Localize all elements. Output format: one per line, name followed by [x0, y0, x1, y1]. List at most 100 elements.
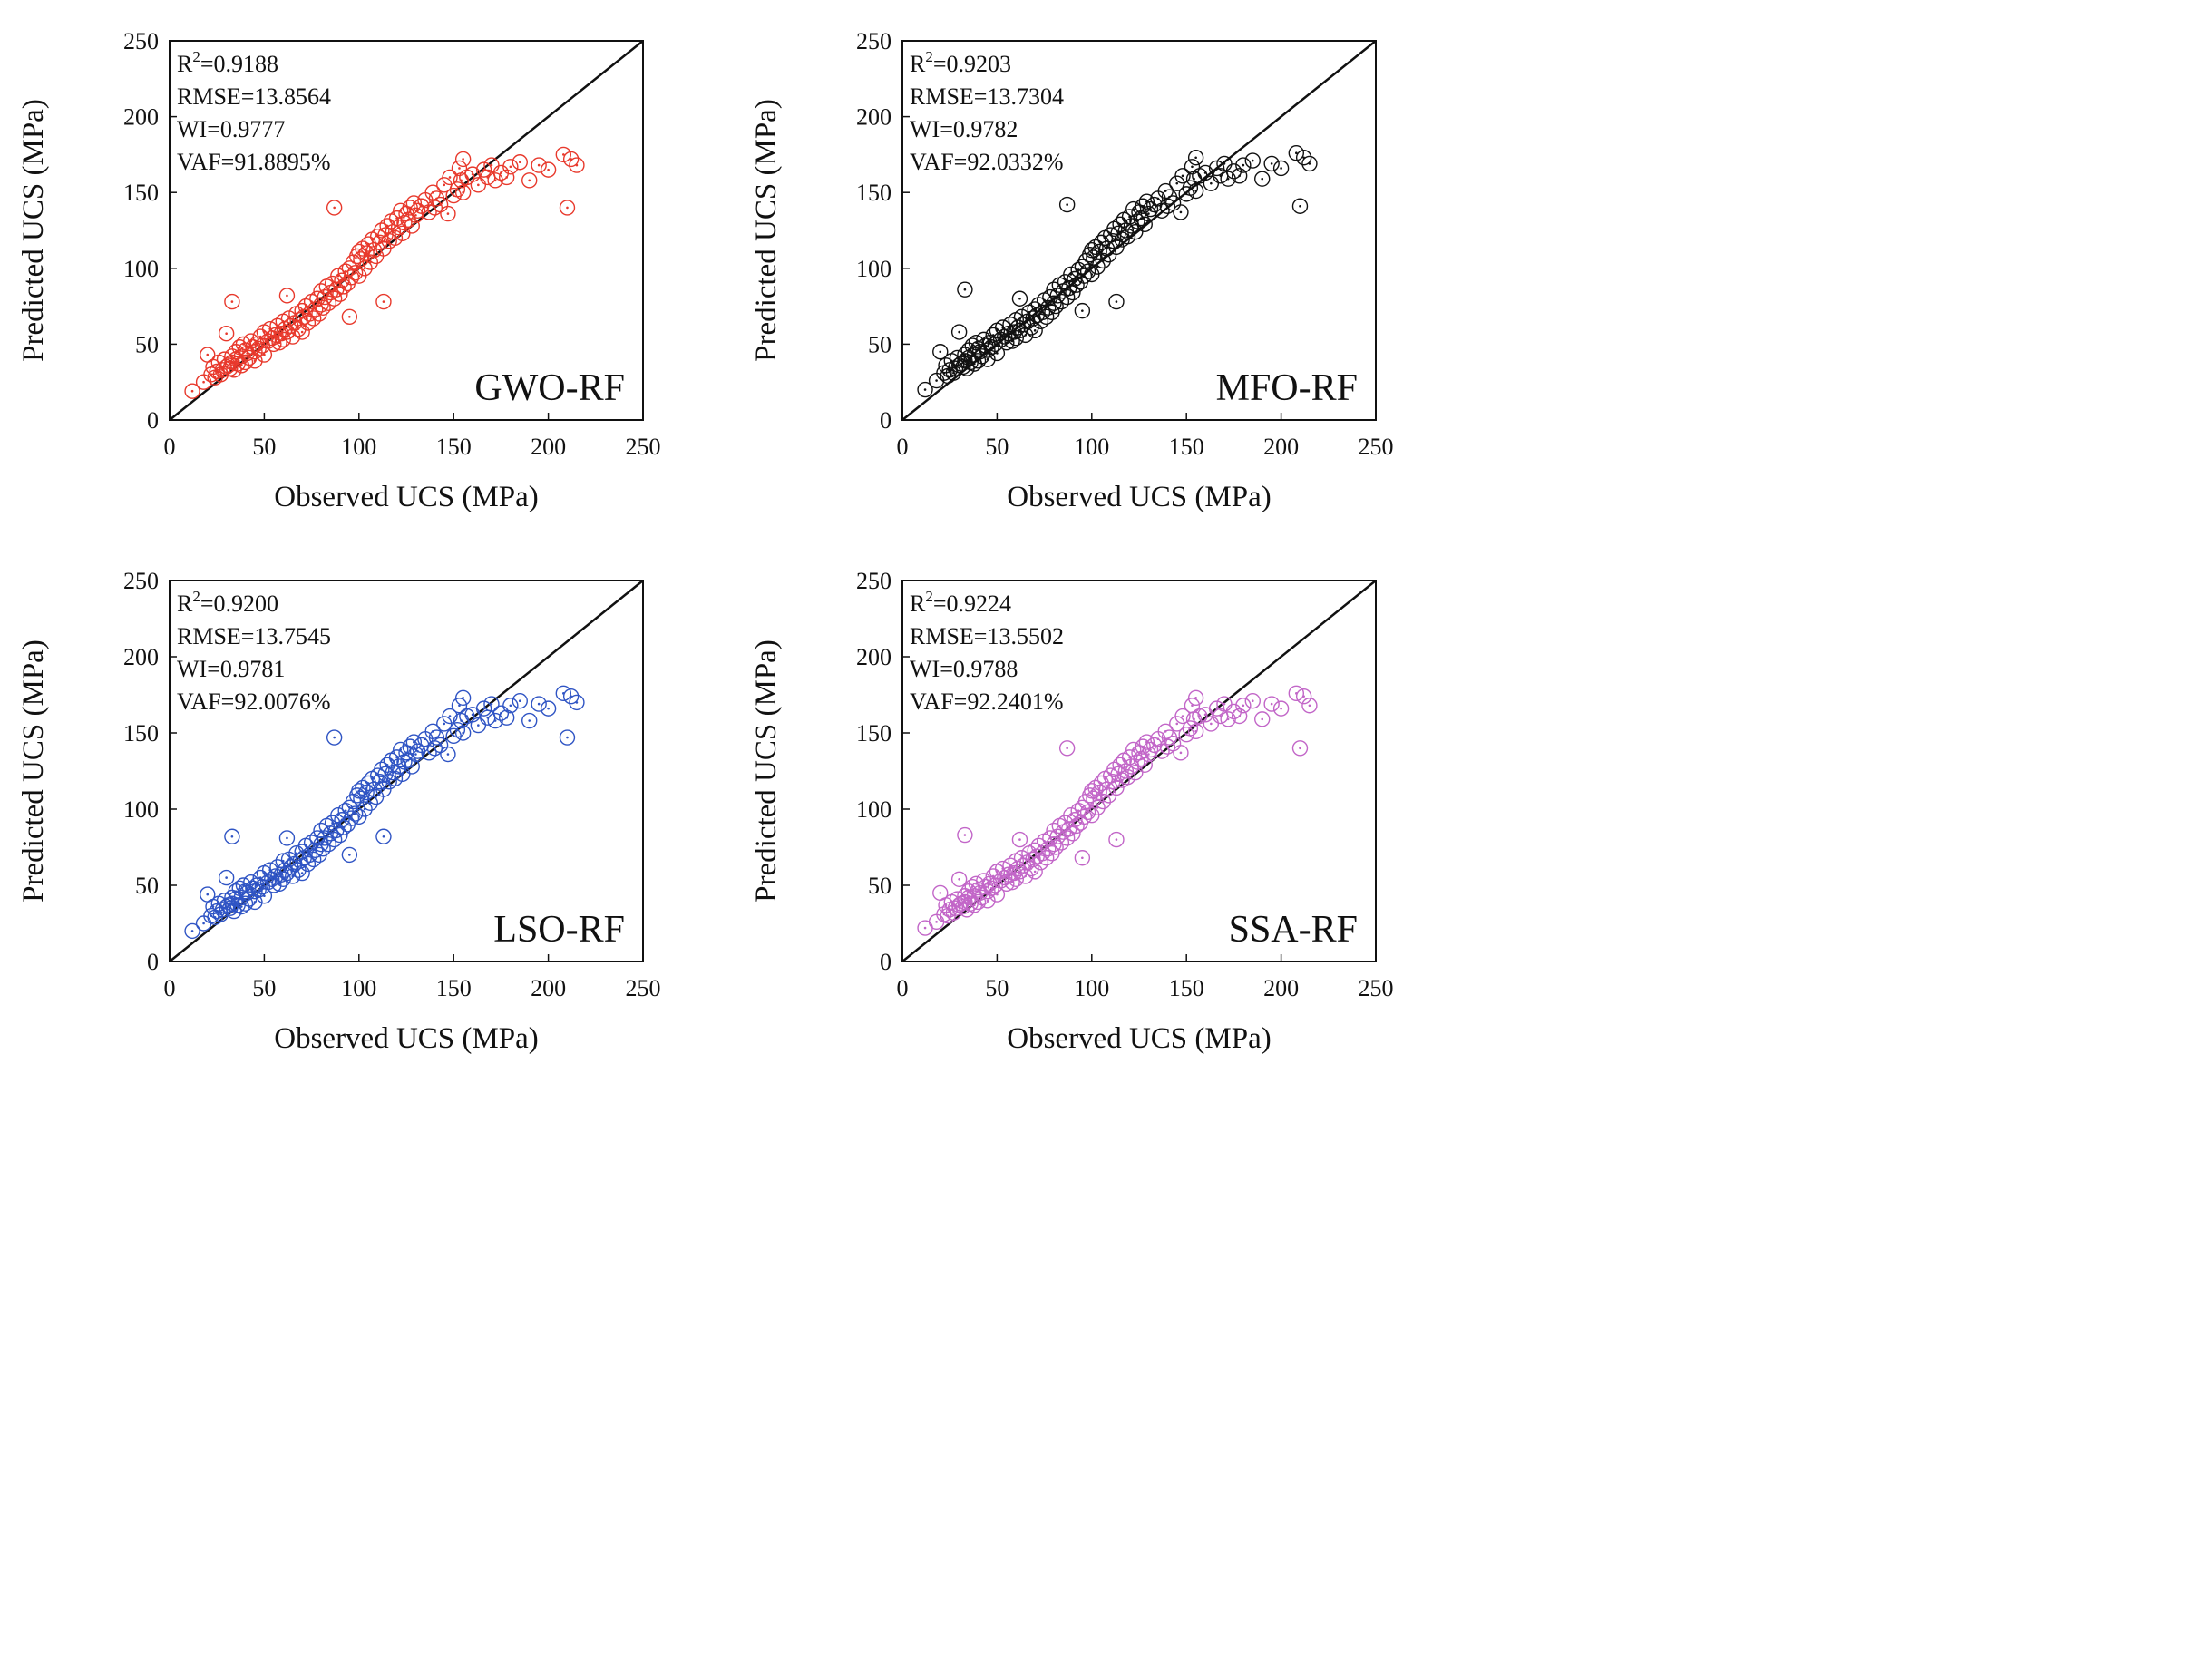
data-point	[979, 893, 996, 909]
data-point-center	[348, 316, 351, 318]
data-point-ring	[1038, 850, 1055, 866]
x-axis-title: Observed UCS (MPa)	[1007, 481, 1271, 513]
data-point-ring	[250, 882, 267, 898]
data-point-ring	[250, 340, 267, 357]
data-point-center	[1156, 197, 1160, 200]
data-point-ring	[313, 822, 329, 839]
data-point-ring	[932, 344, 949, 360]
data-point-center	[190, 930, 194, 932]
data-point-center	[935, 379, 938, 382]
data-point-ring	[1027, 864, 1043, 880]
stat-r2-prefix: R	[177, 51, 193, 77]
data-point-center	[490, 702, 493, 706]
data-point-center	[939, 350, 942, 354]
stat-r2: R2=0.9188	[177, 48, 278, 77]
data-point-ring	[1197, 164, 1213, 181]
data-point-ring	[1093, 775, 1109, 792]
data-point-center	[382, 787, 385, 791]
data-point-ring	[451, 698, 468, 714]
stat-rmse: RMSE=13.7304	[910, 83, 1064, 110]
data-point-ring	[362, 254, 379, 270]
stat-r2-value: =0.9203	[933, 51, 1011, 77]
data-point-ring	[1008, 871, 1024, 887]
data-point-ring	[1040, 299, 1057, 316]
data-point-ring	[1235, 698, 1252, 714]
data-point	[498, 709, 515, 726]
data-point-center	[230, 300, 234, 303]
data-point-center	[996, 352, 999, 355]
data-point	[454, 184, 472, 200]
y-tick-label: 250	[123, 28, 159, 54]
data-point-center	[547, 707, 550, 710]
data-point	[1291, 198, 1309, 214]
y-tick-label: 0	[147, 949, 159, 975]
y-tick-label: 0	[880, 949, 892, 975]
data-point-ring	[454, 689, 472, 707]
data-point	[502, 159, 519, 175]
data-point	[950, 324, 968, 340]
data-point-ring	[351, 783, 367, 799]
stat-r2-prefix: R	[910, 51, 926, 77]
stat-r2-prefix: R	[910, 591, 926, 617]
data-point-center	[509, 704, 512, 708]
data-point	[266, 877, 282, 893]
data-point-ring	[1119, 769, 1136, 786]
data-point-ring	[358, 784, 375, 801]
data-point-ring	[464, 166, 481, 182]
data-point-ring	[1089, 799, 1106, 816]
data-point	[502, 698, 519, 714]
data-point	[271, 335, 287, 351]
data-point-center	[414, 753, 417, 756]
data-point-ring	[1002, 316, 1018, 333]
data-point-ring	[1048, 298, 1064, 315]
data-point	[1011, 290, 1028, 307]
data-point-ring	[1076, 268, 1093, 284]
data-point-center	[935, 921, 938, 923]
data-point-center	[1010, 339, 1014, 343]
data-point-ring	[285, 868, 301, 884]
data-point-center	[458, 167, 461, 170]
data-point-ring	[266, 336, 282, 353]
data-point-ring	[1301, 155, 1318, 172]
data-point-center	[1029, 867, 1033, 870]
stat-wi: WI=0.9781	[177, 656, 285, 682]
data-point-center	[1198, 715, 1202, 717]
data-point	[999, 335, 1015, 351]
data-point-ring	[421, 204, 437, 220]
data-point-ring	[1295, 688, 1312, 705]
data-point-center	[505, 716, 508, 719]
data-point-center	[984, 344, 988, 347]
data-point-ring	[326, 200, 343, 216]
data-point-ring	[1106, 220, 1123, 238]
y-tick-label: 100	[123, 256, 159, 282]
data-point-ring	[1235, 157, 1252, 173]
data-point	[341, 846, 358, 864]
data-point-center	[973, 903, 976, 907]
data-point	[454, 725, 472, 741]
data-point-center	[462, 697, 464, 699]
x-tick-label: 0	[897, 975, 909, 1001]
data-point-ring	[1288, 685, 1305, 702]
data-point-ring	[498, 709, 515, 726]
data-point-ring	[1093, 234, 1109, 251]
data-point-ring	[307, 301, 324, 317]
data-point-center	[984, 885, 988, 888]
data-point-ring	[1119, 228, 1136, 245]
data-point-ring	[332, 826, 348, 844]
data-point-center	[1088, 253, 1092, 257]
data-point	[294, 864, 310, 882]
data-point-ring	[502, 159, 519, 175]
data-point-ring	[271, 335, 287, 351]
x-tick-label: 50	[252, 434, 276, 460]
data-point-center	[333, 206, 336, 210]
data-point-center	[251, 887, 255, 890]
scatter-series	[184, 685, 585, 940]
data-point	[326, 200, 343, 216]
data-point-center	[1242, 163, 1245, 167]
data-point-ring	[1034, 304, 1051, 320]
data-point	[1079, 263, 1096, 279]
data-point	[559, 729, 576, 746]
data-point-ring	[1225, 163, 1242, 180]
data-point-ring	[388, 749, 405, 766]
data-point	[395, 766, 411, 783]
